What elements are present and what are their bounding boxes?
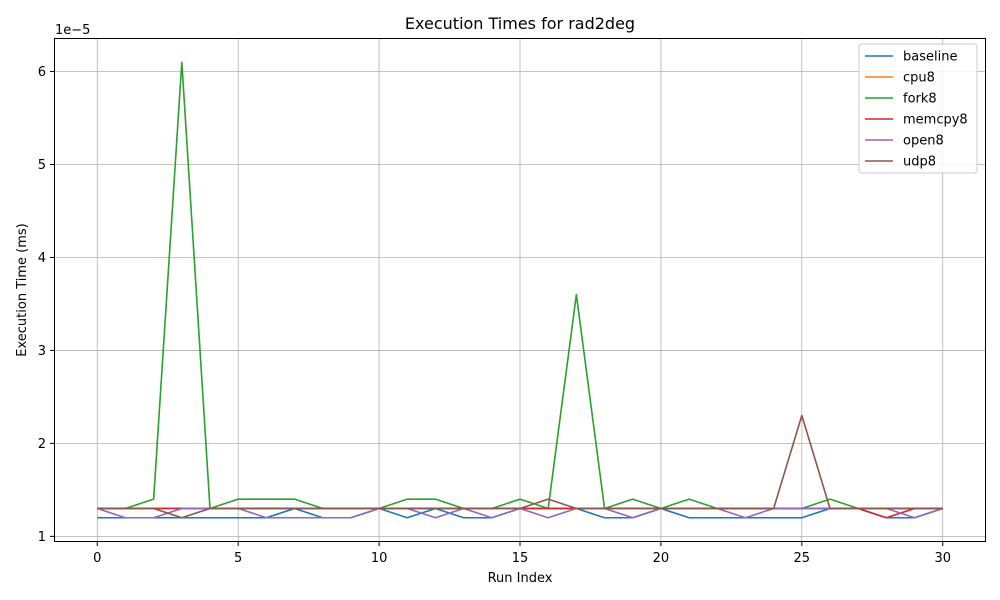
legend-label-open8: open8: [903, 134, 944, 149]
series-lines: [97, 61, 943, 519]
y-tick-label: 4: [38, 251, 46, 266]
x-tick-label: 30: [934, 551, 951, 566]
y-tick-label: 2: [38, 437, 46, 452]
legend-label-cpu8: cpu8: [903, 71, 935, 86]
chart-title: Execution Times for rad2deg: [405, 14, 635, 33]
y-tick-label: 1: [38, 530, 46, 545]
legend: baseline cpu8 fork8 memcpy8 open8 udp8: [858, 43, 978, 174]
y-tick-label: 5: [38, 158, 46, 173]
y-axis-label: Execution Time (ms): [15, 223, 30, 356]
legend-label-memcpy8: memcpy8: [903, 113, 968, 128]
y-tick-label: 3: [38, 344, 46, 359]
x-axis-label: Run Index: [488, 571, 553, 586]
x-tick-label: 10: [371, 551, 388, 566]
series-line-udp8: [97, 414, 943, 519]
legend-label-udp8: udp8: [903, 155, 936, 170]
ticks: 0 5 10 15 20 25 30 1 2 3 4 5 6: [38, 65, 951, 566]
legend-label-fork8: fork8: [903, 92, 937, 107]
y-tick-label: 6: [38, 65, 46, 80]
grid: [55, 39, 985, 541]
y-scale-label: 1e−5: [55, 23, 90, 38]
x-tick-label: 25: [794, 551, 811, 566]
legend-label-baseline: baseline: [903, 50, 957, 65]
x-tick-label: 15: [512, 551, 529, 566]
x-tick-label: 5: [234, 551, 242, 566]
x-tick-label: 20: [653, 551, 670, 566]
x-tick-label: 0: [93, 551, 101, 566]
